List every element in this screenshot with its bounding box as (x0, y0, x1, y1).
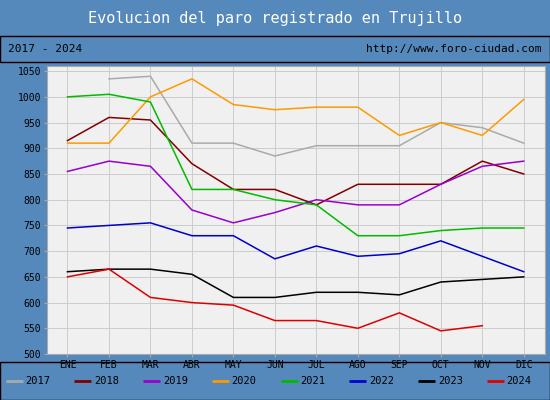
Text: 2020: 2020 (232, 376, 257, 386)
Text: 2022: 2022 (369, 376, 394, 386)
Text: Evolucion del paro registrado en Trujillo: Evolucion del paro registrado en Trujill… (88, 10, 462, 26)
Text: 2024: 2024 (507, 376, 532, 386)
Text: 2019: 2019 (163, 376, 188, 386)
Text: 2021: 2021 (300, 376, 326, 386)
Text: 2017 - 2024: 2017 - 2024 (8, 44, 82, 54)
Text: 2018: 2018 (94, 376, 119, 386)
Text: http://www.foro-ciudad.com: http://www.foro-ciudad.com (366, 44, 542, 54)
Text: 2023: 2023 (438, 376, 463, 386)
Text: 2017: 2017 (25, 376, 51, 386)
